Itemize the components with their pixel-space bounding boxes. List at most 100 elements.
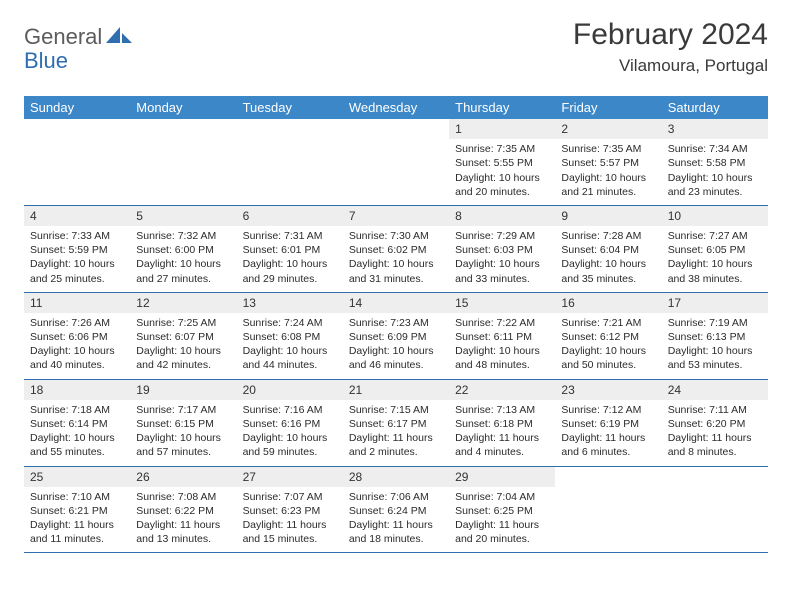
daylight-text: Daylight: 10 hours and 25 minutes. [30,257,124,285]
cell-body: Sunrise: 7:29 AMSunset: 6:03 PMDaylight:… [449,226,555,292]
daylight-text: Daylight: 11 hours and 18 minutes. [349,518,443,546]
calendar-cell: 28Sunrise: 7:06 AMSunset: 6:24 PMDayligh… [343,467,449,553]
calendar-cell: 2Sunrise: 7:35 AMSunset: 5:57 PMDaylight… [555,119,661,205]
daylight-text: Daylight: 10 hours and 35 minutes. [561,257,655,285]
sunrise-text: Sunrise: 7:34 AM [668,142,762,156]
sunset-text: Sunset: 6:20 PM [668,417,762,431]
day-header: Friday [555,96,661,119]
daylight-text: Daylight: 10 hours and 46 minutes. [349,344,443,372]
sunrise-text: Sunrise: 7:19 AM [668,316,762,330]
day-number: 11 [24,293,130,313]
cell-body: Sunrise: 7:27 AMSunset: 6:05 PMDaylight:… [662,226,768,292]
day-header: Thursday [449,96,555,119]
day-number: 16 [555,293,661,313]
daylight-text: Daylight: 10 hours and 59 minutes. [243,431,337,459]
daylight-text: Daylight: 10 hours and 33 minutes. [455,257,549,285]
day-number: 17 [662,293,768,313]
calendar-cell: 14Sunrise: 7:23 AMSunset: 6:09 PMDayligh… [343,293,449,379]
logo: General [24,18,134,50]
cell-body: Sunrise: 7:04 AMSunset: 6:25 PMDaylight:… [449,487,555,553]
day-number: 10 [662,206,768,226]
daylight-text: Daylight: 10 hours and 20 minutes. [455,171,549,199]
daylight-text: Daylight: 10 hours and 44 minutes. [243,344,337,372]
calendar-cell: 24Sunrise: 7:11 AMSunset: 6:20 PMDayligh… [662,380,768,466]
sunset-text: Sunset: 5:59 PM [30,243,124,257]
sunset-text: Sunset: 6:08 PM [243,330,337,344]
daylight-text: Daylight: 10 hours and 50 minutes. [561,344,655,372]
calendar-cell: 5Sunrise: 7:32 AMSunset: 6:00 PMDaylight… [130,206,236,292]
sunset-text: Sunset: 6:06 PM [30,330,124,344]
day-number: 14 [343,293,449,313]
day-header: Wednesday [343,96,449,119]
sunrise-text: Sunrise: 7:06 AM [349,490,443,504]
day-number: 4 [24,206,130,226]
sunset-text: Sunset: 6:04 PM [561,243,655,257]
cell-body: Sunrise: 7:21 AMSunset: 6:12 PMDaylight:… [555,313,661,379]
calendar: Sunday Monday Tuesday Wednesday Thursday… [24,96,768,553]
logo-text-blue: Blue [24,48,68,73]
sunset-text: Sunset: 6:17 PM [349,417,443,431]
sunset-text: Sunset: 6:05 PM [668,243,762,257]
logo-sail-icon [106,25,132,50]
sunset-text: Sunset: 6:22 PM [136,504,230,518]
daylight-text: Daylight: 10 hours and 40 minutes. [30,344,124,372]
cell-body: Sunrise: 7:33 AMSunset: 5:59 PMDaylight:… [24,226,130,292]
sunrise-text: Sunrise: 7:28 AM [561,229,655,243]
day-number: 28 [343,467,449,487]
sunset-text: Sunset: 5:55 PM [455,156,549,170]
calendar-cell: 13Sunrise: 7:24 AMSunset: 6:08 PMDayligh… [237,293,343,379]
day-number: 8 [449,206,555,226]
daylight-text: Daylight: 10 hours and 53 minutes. [668,344,762,372]
daylight-text: Daylight: 11 hours and 4 minutes. [455,431,549,459]
week-row: 1Sunrise: 7:35 AMSunset: 5:55 PMDaylight… [24,119,768,206]
sunset-text: Sunset: 6:16 PM [243,417,337,431]
cell-body: Sunrise: 7:19 AMSunset: 6:13 PMDaylight:… [662,313,768,379]
sunrise-text: Sunrise: 7:31 AM [243,229,337,243]
calendar-cell: 11Sunrise: 7:26 AMSunset: 6:06 PMDayligh… [24,293,130,379]
sunrise-text: Sunrise: 7:15 AM [349,403,443,417]
calendar-cell: 23Sunrise: 7:12 AMSunset: 6:19 PMDayligh… [555,380,661,466]
calendar-cell: 26Sunrise: 7:08 AMSunset: 6:22 PMDayligh… [130,467,236,553]
title-block: February 2024 Vilamoura, Portugal [573,18,768,76]
logo-text-general: General [24,24,102,50]
cell-body: Sunrise: 7:26 AMSunset: 6:06 PMDaylight:… [24,313,130,379]
cell-body [662,471,768,480]
day-header-row: Sunday Monday Tuesday Wednesday Thursday… [24,96,768,119]
day-number: 20 [237,380,343,400]
calendar-cell: 12Sunrise: 7:25 AMSunset: 6:07 PMDayligh… [130,293,236,379]
sunrise-text: Sunrise: 7:35 AM [455,142,549,156]
sunrise-text: Sunrise: 7:35 AM [561,142,655,156]
sunset-text: Sunset: 5:58 PM [668,156,762,170]
daylight-text: Daylight: 10 hours and 57 minutes. [136,431,230,459]
sunrise-text: Sunrise: 7:12 AM [561,403,655,417]
cell-body: Sunrise: 7:07 AMSunset: 6:23 PMDaylight:… [237,487,343,553]
daylight-text: Daylight: 11 hours and 11 minutes. [30,518,124,546]
cell-body [237,123,343,132]
calendar-cell: 27Sunrise: 7:07 AMSunset: 6:23 PMDayligh… [237,467,343,553]
sunset-text: Sunset: 6:13 PM [668,330,762,344]
sunset-text: Sunset: 6:19 PM [561,417,655,431]
day-number: 3 [662,119,768,139]
sunrise-text: Sunrise: 7:18 AM [30,403,124,417]
day-header: Monday [130,96,236,119]
sunset-text: Sunset: 6:15 PM [136,417,230,431]
cell-body: Sunrise: 7:25 AMSunset: 6:07 PMDaylight:… [130,313,236,379]
sunrise-text: Sunrise: 7:07 AM [243,490,337,504]
calendar-cell: 19Sunrise: 7:17 AMSunset: 6:15 PMDayligh… [130,380,236,466]
daylight-text: Daylight: 10 hours and 48 minutes. [455,344,549,372]
sunset-text: Sunset: 6:21 PM [30,504,124,518]
cell-body: Sunrise: 7:32 AMSunset: 6:00 PMDaylight:… [130,226,236,292]
cell-body: Sunrise: 7:17 AMSunset: 6:15 PMDaylight:… [130,400,236,466]
day-number: 24 [662,380,768,400]
cell-body: Sunrise: 7:30 AMSunset: 6:02 PMDaylight:… [343,226,449,292]
sunset-text: Sunset: 6:00 PM [136,243,230,257]
day-number: 13 [237,293,343,313]
calendar-cell: 6Sunrise: 7:31 AMSunset: 6:01 PMDaylight… [237,206,343,292]
sunrise-text: Sunrise: 7:25 AM [136,316,230,330]
daylight-text: Daylight: 11 hours and 20 minutes. [455,518,549,546]
daylight-text: Daylight: 10 hours and 27 minutes. [136,257,230,285]
day-number: 9 [555,206,661,226]
sunrise-text: Sunrise: 7:17 AM [136,403,230,417]
calendar-cell: 29Sunrise: 7:04 AMSunset: 6:25 PMDayligh… [449,467,555,553]
day-number: 23 [555,380,661,400]
